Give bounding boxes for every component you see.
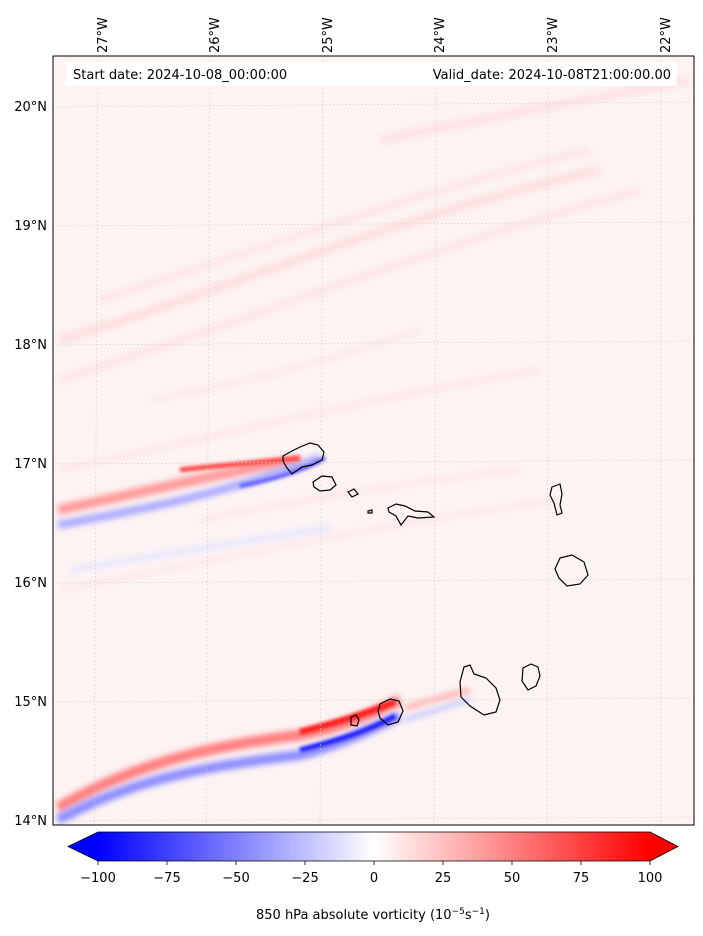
date-header: Start date: 2024-10-08_00:00:00 Valid_da… bbox=[66, 62, 677, 86]
lon-label-23w: 23°W bbox=[546, 17, 561, 53]
cb-tick-minus50: −50 bbox=[222, 871, 249, 886]
island-branco bbox=[367, 509, 373, 514]
island-brava bbox=[350, 714, 360, 727]
longitude-labels: 27°W 26°W 25°W 24°W 23°W 22°W bbox=[96, 17, 674, 53]
cb-tick-minus100: −100 bbox=[80, 871, 116, 886]
cb-tick-0: 0 bbox=[370, 871, 378, 886]
date-header-background bbox=[66, 62, 677, 86]
island-sao-vicente bbox=[312, 475, 337, 492]
lat-label-15n: 15°N bbox=[14, 695, 47, 710]
cb-tick-50: 50 bbox=[504, 871, 521, 886]
lat-label-17n: 17°N bbox=[14, 457, 47, 472]
colorbar-tick-labels: −100 −75 −50 −25 0 25 50 75 100 bbox=[80, 871, 662, 886]
lon-label-24w: 24°W bbox=[433, 17, 448, 53]
map-frame bbox=[52, 55, 695, 826]
map-panel bbox=[52, 55, 695, 826]
southern-vorticity-streak bbox=[55, 687, 471, 825]
colorbar-bar bbox=[98, 832, 650, 861]
map-background bbox=[53, 56, 694, 825]
cb-tick-minus25: −25 bbox=[291, 871, 318, 886]
island-santiago bbox=[459, 664, 501, 716]
coastlines bbox=[282, 442, 589, 727]
island-maio bbox=[521, 663, 541, 691]
island-boa-vista bbox=[554, 554, 589, 587]
gridlines bbox=[53, 56, 694, 825]
lat-label-18n: 18°N bbox=[14, 338, 47, 353]
island-santo-antao bbox=[282, 442, 325, 475]
lat-label-16n: 16°N bbox=[14, 576, 47, 591]
colorbar-min-extend bbox=[68, 832, 98, 861]
northern-vorticity-streak bbox=[56, 454, 331, 573]
lon-label-27w: 27°W bbox=[96, 17, 111, 53]
valid-date-label: Valid_date: 2024-10-08T21:00:00.00 bbox=[433, 68, 671, 83]
start-date-label: Start date: 2024-10-08_00:00:00 bbox=[73, 68, 287, 83]
island-santa-luzia bbox=[347, 488, 359, 498]
colorbar-label: 850 hPa absolute vorticity (10−5s−1) bbox=[256, 907, 490, 923]
island-sao-nicolau bbox=[387, 503, 436, 527]
lat-label-14n: 14°N bbox=[14, 814, 47, 829]
colorbar-ticks bbox=[97, 861, 651, 865]
cb-tick-100: 100 bbox=[638, 871, 663, 886]
cb-tick-25: 25 bbox=[435, 871, 452, 886]
lat-label-19n: 19°N bbox=[14, 219, 47, 234]
faint-positive-bands bbox=[58, 75, 691, 593]
lon-label-22w: 22°W bbox=[659, 17, 674, 53]
island-sal bbox=[549, 483, 563, 516]
vorticity-field bbox=[55, 75, 691, 825]
colorbar-max-extend bbox=[650, 832, 678, 861]
island-fogo bbox=[377, 698, 404, 726]
colorbar: −100 −75 −50 −25 0 25 50 75 100 850 hPa … bbox=[67, 831, 679, 923]
latitude-labels: 20°N 19°N 18°N 17°N 16°N 15°N 14°N bbox=[14, 100, 47, 829]
cb-tick-minus75: −75 bbox=[153, 871, 180, 886]
lon-label-26w: 26°W bbox=[208, 17, 223, 53]
lat-label-20n: 20°N bbox=[14, 100, 47, 115]
cb-tick-75: 75 bbox=[573, 871, 590, 886]
lon-label-25w: 25°W bbox=[321, 17, 336, 53]
